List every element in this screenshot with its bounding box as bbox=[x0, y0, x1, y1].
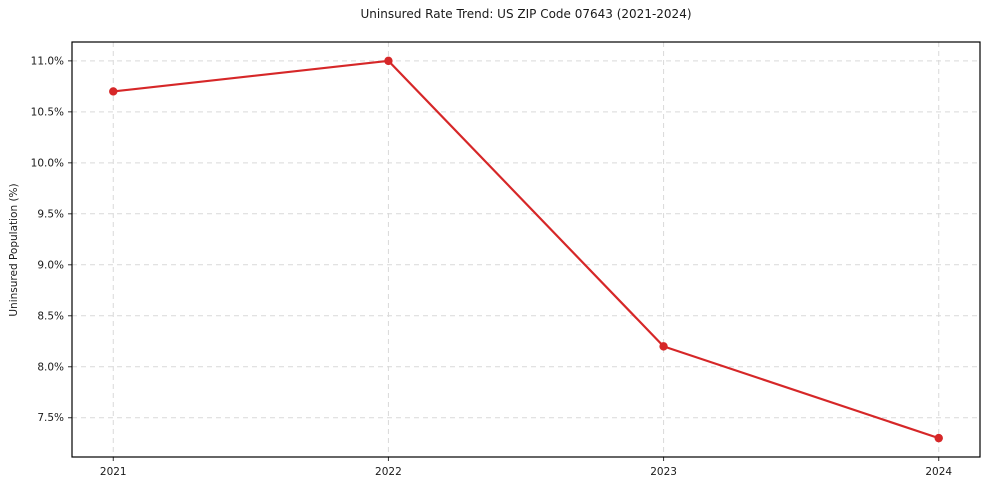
x-tick-label: 2023 bbox=[650, 466, 677, 478]
chart-title: Uninsured Rate Trend: US ZIP Code 07643 … bbox=[360, 7, 692, 21]
plot-border bbox=[71, 41, 981, 458]
y-tick-label: 7.5% bbox=[37, 412, 64, 424]
data-point-marker bbox=[109, 87, 118, 96]
y-tick-label: 10.0% bbox=[31, 157, 64, 169]
data-point-marker bbox=[384, 56, 393, 66]
y-tick-label: 10.5% bbox=[31, 106, 64, 118]
y-tick-label: 9.5% bbox=[37, 208, 64, 220]
data-point-marker bbox=[934, 433, 943, 443]
y-tick-label: 9.0% bbox=[37, 259, 64, 271]
y-tick-label: 8.0% bbox=[37, 361, 64, 373]
y-tick-label: 11.0% bbox=[31, 55, 64, 67]
y-tick-label: 8.5% bbox=[37, 310, 64, 322]
trend-line bbox=[112, 59, 940, 440]
data-point-marker bbox=[659, 342, 668, 351]
x-tick-label: 2021 bbox=[100, 466, 127, 478]
x-tick-label: 2022 bbox=[375, 466, 402, 478]
x-tick-label: 2024 bbox=[925, 466, 952, 478]
